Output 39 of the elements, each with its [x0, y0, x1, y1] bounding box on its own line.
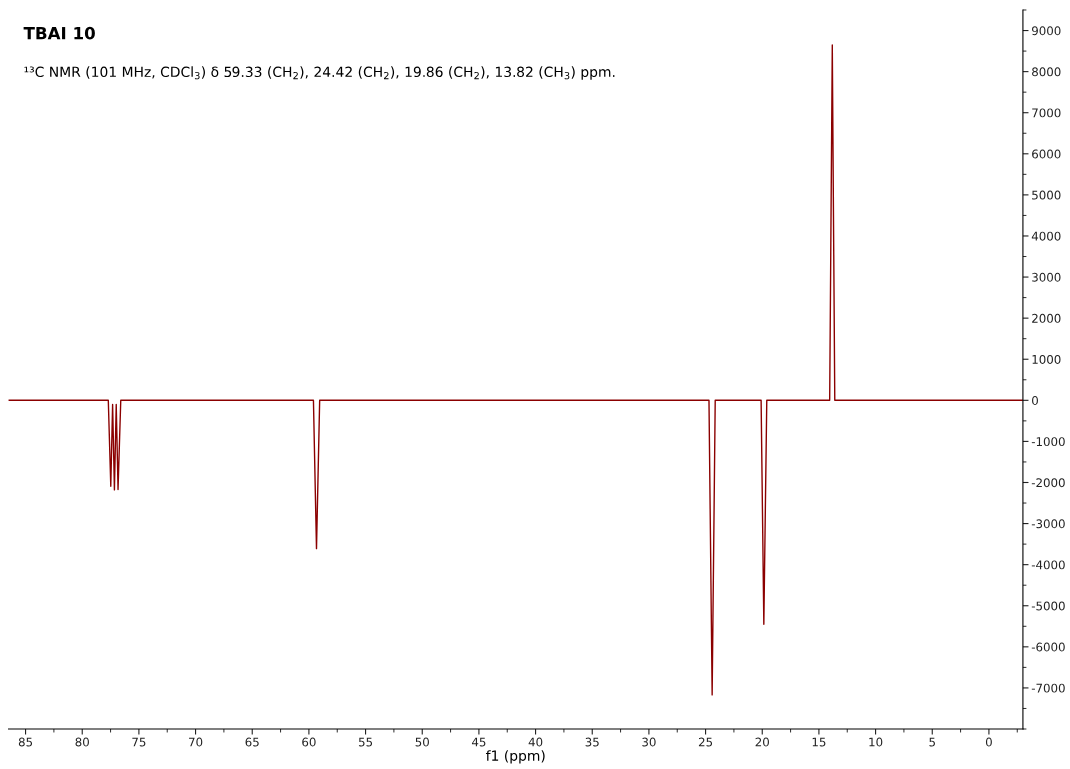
x-tick-label: 55: [358, 737, 373, 747]
y-tick-label: 7000: [1032, 108, 1061, 118]
y-tick-label: 5000: [1032, 190, 1061, 200]
x-axis-title: f1 (ppm): [485, 750, 545, 764]
x-tick-label: 45: [471, 737, 486, 747]
x-tick-label: 30: [642, 737, 656, 747]
x-tick-label: 5: [929, 737, 935, 747]
text: ¹³C NMR (101 MHz, CDCl$_{3}$) δ 59.33 (CH$_{2}$), 24.42 (CH$_{2}$), 19.86 (CH$_{2}$), 13.82 (CH$_{3}$) ppm.: [24, 66, 615, 80]
y-tick-label: -2000: [1031, 478, 1065, 488]
x-tick-label: 40: [528, 737, 543, 747]
y-tick-label: 0: [1032, 396, 1038, 405]
x-tick-label: 35: [585, 737, 599, 747]
x-tick-label: 10: [869, 737, 883, 747]
y-tick-label: 3000: [1032, 272, 1061, 282]
y-tick-label: -7000: [1031, 683, 1065, 693]
y-tick-label: 6000: [1032, 149, 1061, 159]
y-tick-label: 4000: [1031, 231, 1061, 241]
x-tick-label: 25: [698, 737, 713, 747]
y-tick-label: 9000: [1032, 26, 1061, 36]
y-tick-label: 1000: [1032, 354, 1061, 364]
x-tick-label: 15: [812, 737, 826, 747]
text: TBAI 10: [23, 26, 95, 40]
x-tick-label: 60: [302, 737, 316, 747]
y-tick-label: -1000: [1031, 437, 1065, 447]
y-tick-label: 2000: [1032, 313, 1061, 323]
x-tick-label: 65: [245, 737, 259, 747]
x-tick-label: 50: [415, 737, 429, 747]
y-tick-label: -5000: [1031, 601, 1065, 611]
x-tick-label: 75: [132, 737, 146, 747]
line-series: [8, 44, 1023, 696]
x-tick-label: 70: [189, 737, 203, 747]
y-tick-label: -3000: [1031, 519, 1065, 529]
x-tick-label: 85: [18, 737, 33, 747]
x-tick-label: 20: [755, 737, 769, 747]
y-tick-label: -6000: [1031, 642, 1065, 652]
x-tick-label: 0: [985, 737, 992, 747]
y-tick-label: 8000: [1032, 67, 1061, 77]
x-tick-label: 80: [75, 737, 89, 747]
y-tick-label: -4000: [1031, 560, 1065, 570]
